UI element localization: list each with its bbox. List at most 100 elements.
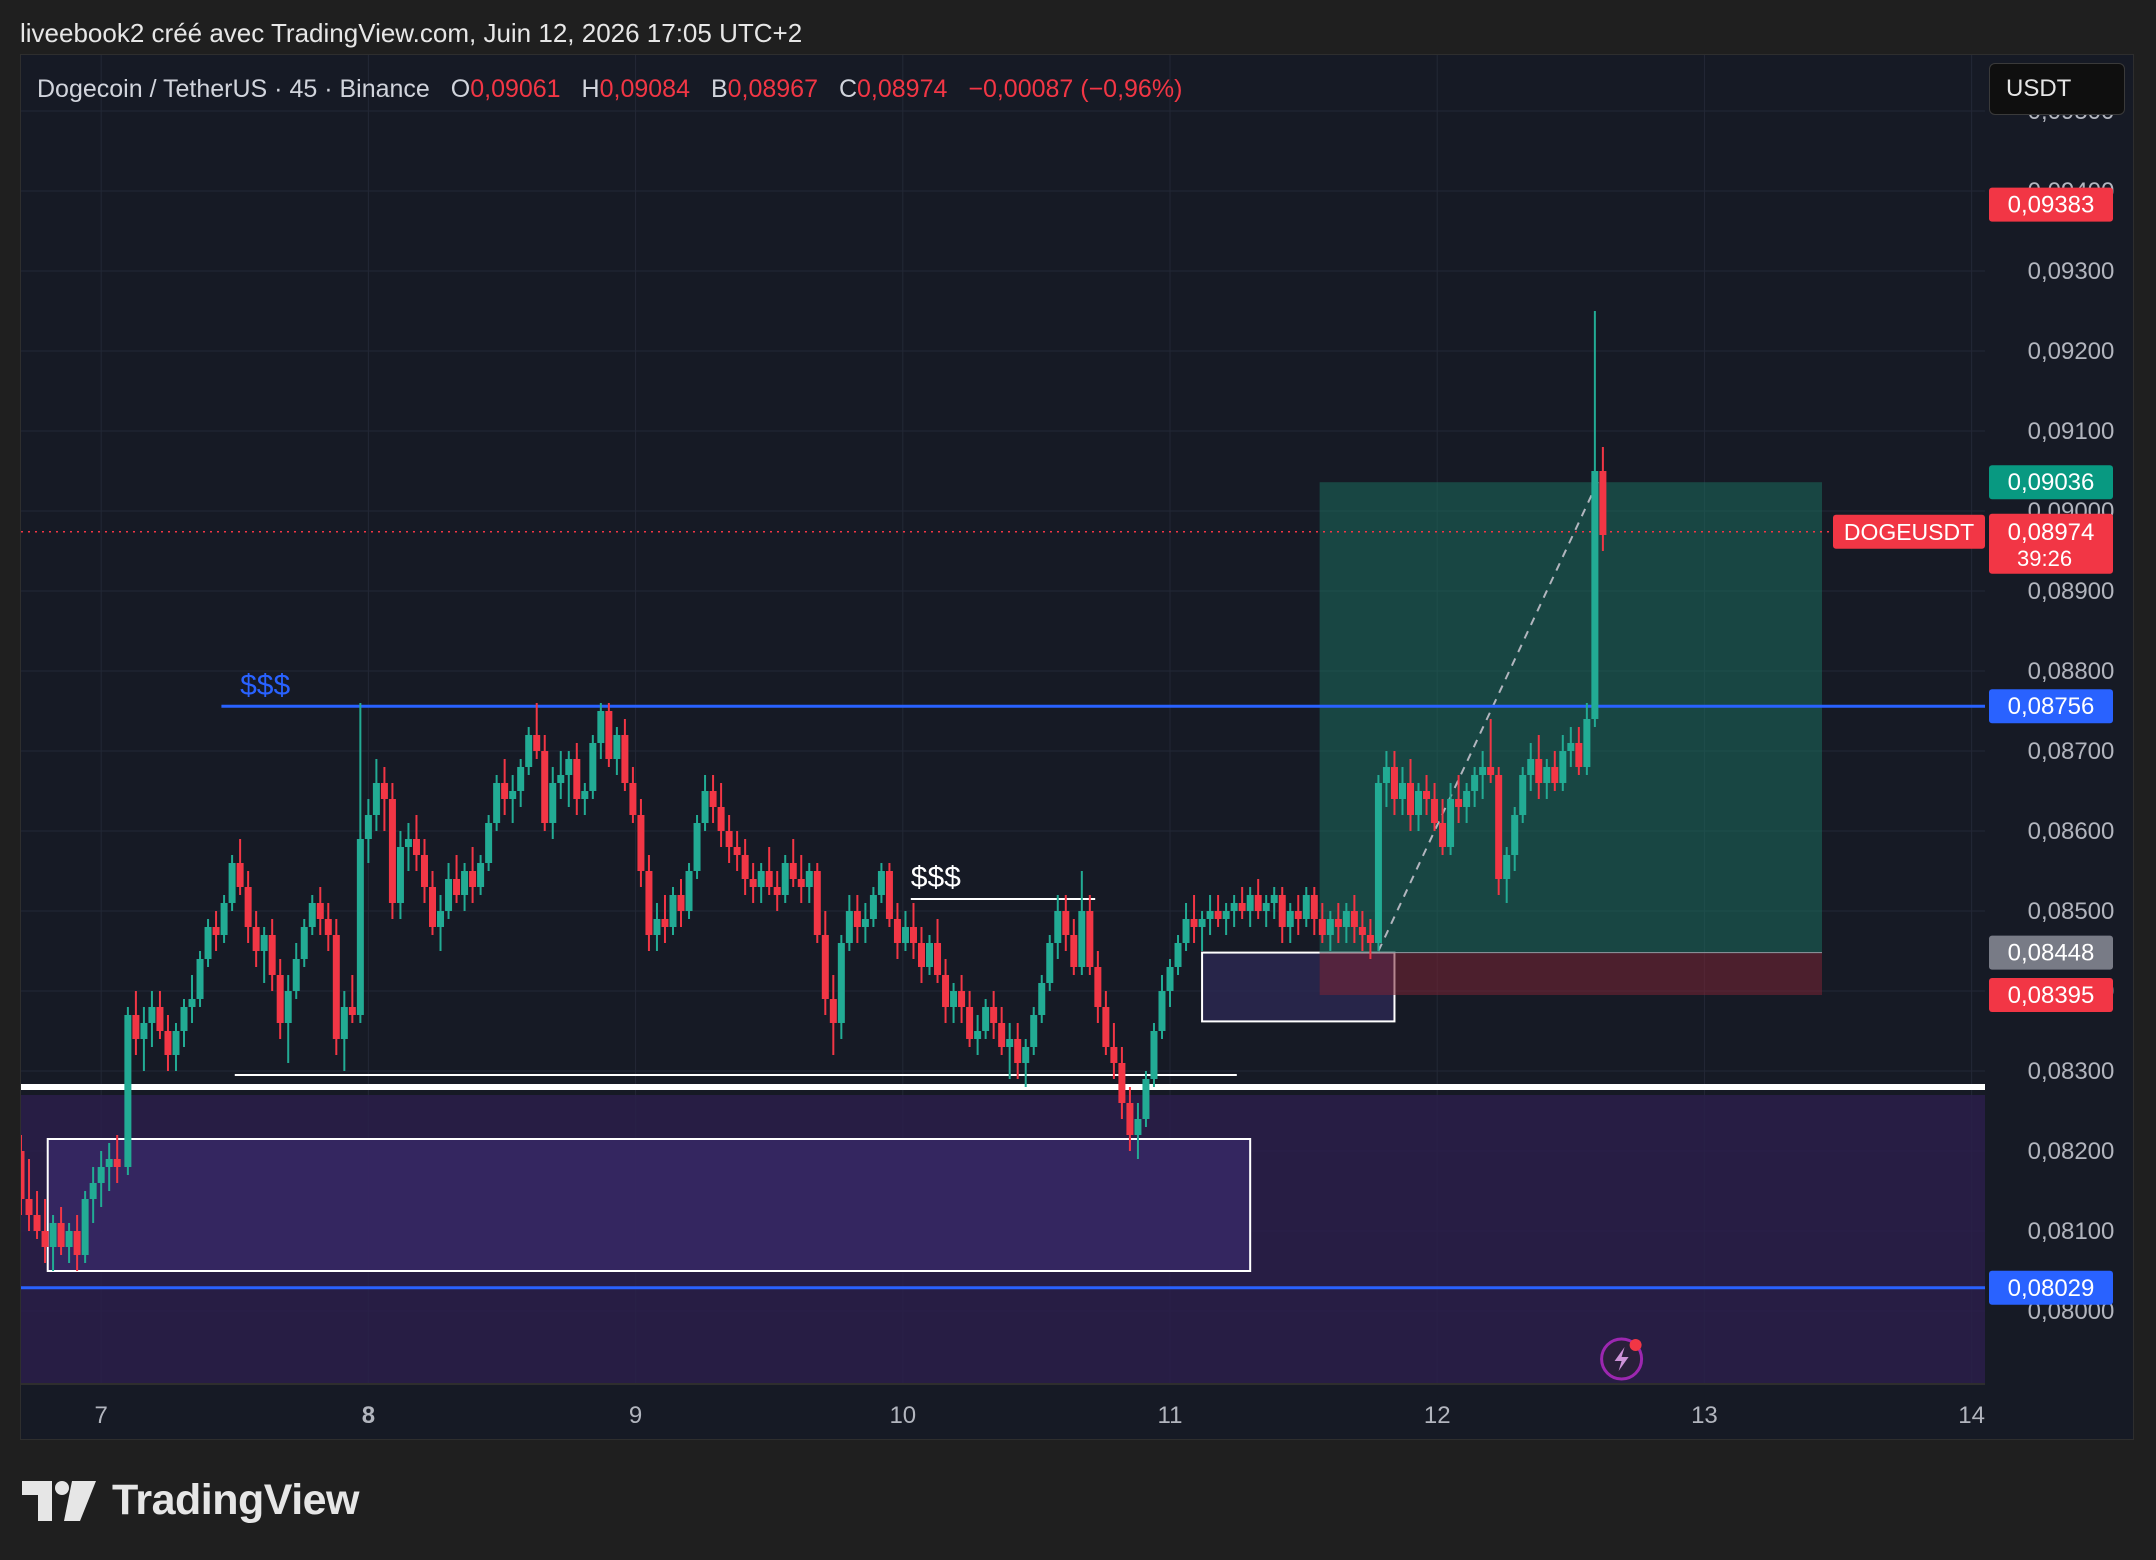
- candle-body: [493, 783, 501, 823]
- candle-body: [757, 871, 765, 887]
- candle-body: [268, 935, 276, 975]
- close-label: C: [838, 75, 858, 103]
- candle-body: [901, 927, 909, 943]
- candle-body: [998, 1023, 1006, 1047]
- price-label: 0,08395: [2008, 982, 2095, 1009]
- candle-body: [942, 975, 950, 1007]
- candle-body: [990, 1007, 998, 1023]
- open-label: O: [450, 75, 471, 103]
- candle-body: [1190, 919, 1198, 927]
- position-stop-zone: [1319, 952, 1823, 995]
- candle-body: [701, 791, 709, 823]
- tradingview-logo[interactable]: TradingView: [22, 1476, 360, 1525]
- candle-body: [164, 1031, 172, 1055]
- candle-body: [877, 871, 885, 895]
- candle-body: [653, 919, 661, 935]
- candle-body: [89, 1183, 97, 1199]
- candle-body: [1062, 911, 1070, 935]
- candle-body: [918, 943, 926, 967]
- candle-body: [1126, 1103, 1134, 1135]
- candle-body: [300, 927, 308, 959]
- candle-body: [477, 863, 485, 887]
- price-label: 0,08974: [2008, 519, 2095, 546]
- candle-body: [1519, 775, 1527, 815]
- candle-body: [1326, 919, 1334, 935]
- candle-body: [1318, 919, 1326, 935]
- candle-body: [41, 1231, 49, 1247]
- candle-body: [1222, 911, 1230, 919]
- candle-body: [693, 823, 701, 871]
- candle-body: [773, 887, 781, 895]
- candle-body: [388, 799, 396, 903]
- candle-body: [1342, 911, 1350, 927]
- currency-button[interactable]: USDT: [1989, 63, 2125, 115]
- candle-body: [1583, 719, 1591, 767]
- candle-body: [685, 871, 693, 911]
- price-label-bg: [1989, 689, 2113, 724]
- candle-body: [1575, 743, 1583, 767]
- candle-body: [453, 879, 461, 895]
- symbol-name[interactable]: Dogecoin / TetherUS · 45 · Binance: [37, 75, 430, 103]
- candle-body: [1382, 767, 1390, 783]
- candle-body: [1503, 855, 1511, 879]
- candle-body: [509, 791, 517, 799]
- page-title: liveebook2 créé avec TradingView.com, Ju…: [20, 18, 803, 48]
- candle-body: [1150, 1031, 1158, 1079]
- candle-body: [429, 887, 437, 927]
- candle-body: [156, 1007, 164, 1031]
- y-tick-label: 0,09200: [2028, 338, 2115, 365]
- candle-body: [1038, 983, 1046, 1015]
- candle-body: [613, 735, 621, 759]
- candle-body: [1198, 919, 1206, 927]
- candle-body: [573, 759, 581, 799]
- candle-body: [837, 943, 845, 1023]
- candle-body: [1158, 991, 1166, 1031]
- candle-body: [597, 711, 605, 743]
- candle-body: [1022, 1047, 1030, 1063]
- candle-body: [1230, 903, 1238, 911]
- candle-body: [1350, 911, 1358, 927]
- candle-body: [1238, 903, 1246, 911]
- candle-body: [1398, 783, 1406, 799]
- candle-body: [172, 1031, 180, 1055]
- chart-panel[interactable]: Dogecoin / TetherUS · 45 · Binance O0,09…: [20, 54, 2134, 1440]
- liquidity-label: $$$: [911, 861, 961, 894]
- candle-body: [893, 919, 901, 943]
- candle-body: [1479, 767, 1487, 775]
- candle-body: [252, 927, 260, 951]
- high-value: 0,09084: [599, 75, 690, 103]
- position-target-zone: [1319, 482, 1823, 953]
- candle-body: [813, 871, 821, 935]
- candle-body: [380, 783, 388, 799]
- candle-body: [909, 927, 917, 943]
- candle-body: [1102, 1007, 1110, 1047]
- price-label-bg: [1989, 1270, 2113, 1305]
- candle-body: [1567, 743, 1575, 751]
- x-tick-label: 14: [1958, 1402, 1985, 1429]
- candle-body: [1599, 471, 1607, 535]
- y-tick-label: 0,09100: [2028, 418, 2115, 445]
- y-tick-label: 0,08300: [2028, 1058, 2115, 1085]
- candle-body: [829, 999, 837, 1023]
- candle-body: [1495, 775, 1503, 879]
- brand-wordmark: TradingView: [112, 1476, 360, 1524]
- price-label: 0,08756: [2008, 693, 2095, 720]
- candlestick-chart[interactable]: $$$$$$78910111213140,095000,094000,09300…: [21, 55, 2134, 1440]
- candle-body: [1487, 767, 1495, 775]
- candle-body: [372, 783, 380, 815]
- x-tick-label: 8: [362, 1402, 375, 1429]
- candle-body: [188, 999, 196, 1007]
- candle-body: [733, 847, 741, 855]
- candle-body: [974, 1031, 982, 1039]
- candle-body: [1110, 1047, 1118, 1063]
- candle-body: [276, 975, 284, 1023]
- lightning-glyph: [1614, 1347, 1629, 1371]
- candle-body: [966, 1007, 974, 1039]
- y-tick-label: 0,08100: [2028, 1218, 2115, 1245]
- open-value: 0,09061: [470, 75, 561, 103]
- price-label-bg: [1989, 513, 2113, 574]
- candle-body: [364, 815, 372, 839]
- candle-body: [1559, 751, 1567, 783]
- candle-body: [65, 1231, 73, 1247]
- candle-body: [629, 783, 637, 815]
